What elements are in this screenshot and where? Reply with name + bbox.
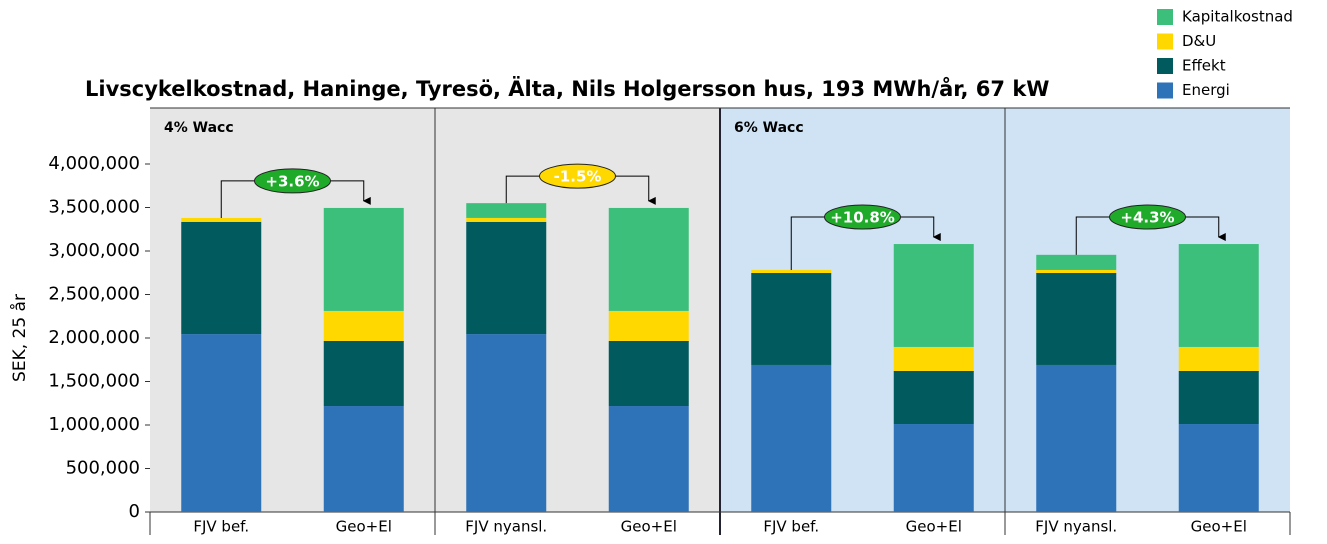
bar-segment — [893, 424, 974, 512]
bar-segment — [466, 221, 547, 335]
annotation-badge — [1109, 204, 1186, 230]
y-tick-label: 1,000,000 — [48, 414, 140, 435]
chart-title: Livscykelkostnad, Haninge, Tyresö, Älta,… — [85, 76, 1049, 101]
bar-segment — [751, 364, 832, 512]
legend-swatch — [1157, 82, 1173, 99]
bar-segment — [1036, 254, 1117, 270]
bar-segment — [181, 334, 262, 512]
bar-segment — [751, 269, 832, 274]
panel-label: 4% Wacc — [164, 120, 234, 136]
bar-segment — [608, 340, 689, 407]
bar-segment — [751, 273, 832, 365]
bar-segment — [323, 310, 404, 341]
bar-segment — [323, 207, 404, 311]
bar-segment — [466, 334, 547, 512]
y-tick-label: 500,000 — [66, 458, 140, 479]
x-tick-label: FJV bef. — [763, 518, 819, 536]
bar-segment — [1178, 370, 1259, 425]
x-tick-label: FJV bef. — [193, 518, 249, 536]
annotation-badge — [539, 163, 616, 189]
bar-segment — [323, 406, 404, 512]
annotation-label: +3.6% — [265, 172, 319, 190]
bar-segment — [893, 244, 974, 347]
y-tick-label: 4,000,000 — [48, 153, 140, 174]
legend-label: Effekt — [1182, 57, 1226, 75]
y-tick-label: 0 — [129, 501, 140, 522]
y-tick-label: 2,000,000 — [48, 327, 140, 348]
bar-segment — [1036, 364, 1117, 512]
x-tick-label: FJV nyansl. — [1035, 518, 1117, 536]
bar-segment — [893, 370, 974, 425]
bar-segment — [608, 310, 689, 341]
y-tick-label: 3,500,000 — [48, 197, 140, 218]
bar-segment — [1178, 346, 1259, 371]
bar-segment — [323, 340, 404, 407]
y-tick-label: 1,500,000 — [48, 371, 140, 392]
x-tick-label: Geo+El — [621, 518, 677, 536]
bar-segment — [608, 406, 689, 512]
bar-segment — [181, 221, 262, 335]
legend-swatch — [1157, 9, 1173, 25]
y-tick-label: 2,500,000 — [48, 284, 140, 305]
bar-segment — [1178, 424, 1259, 512]
bar-segment — [1036, 269, 1117, 274]
x-tick-label: Geo+El — [336, 518, 392, 536]
bar-segment — [608, 207, 689, 311]
annotation-label: +4.3% — [1120, 209, 1174, 227]
y-axis-label: SEK, 25 år — [9, 294, 30, 382]
legend-label: Kapitalkostnad — [1182, 8, 1293, 26]
bar-segment — [1178, 244, 1259, 347]
annotation-label: -1.5% — [554, 168, 602, 186]
annotation-badge — [824, 204, 901, 230]
annotation-label: +10.8% — [830, 209, 895, 227]
legend-label: Energi — [1182, 81, 1230, 99]
bar-segment — [893, 346, 974, 371]
x-tick-label: FJV nyansl. — [465, 518, 547, 536]
legend-label: D&U — [1182, 32, 1216, 50]
y-tick-label: 3,000,000 — [48, 240, 140, 261]
bar-segment — [466, 217, 547, 222]
panel-label: 6% Wacc — [734, 120, 804, 136]
legend-swatch — [1157, 33, 1173, 50]
bar-segment — [1036, 273, 1117, 365]
x-tick-label: Geo+El — [1191, 518, 1247, 536]
bar-segment — [181, 217, 262, 222]
bar-segment — [466, 203, 547, 218]
annotation-badge — [254, 168, 331, 194]
x-tick-label: Geo+El — [906, 518, 962, 536]
legend-swatch — [1157, 58, 1173, 74]
